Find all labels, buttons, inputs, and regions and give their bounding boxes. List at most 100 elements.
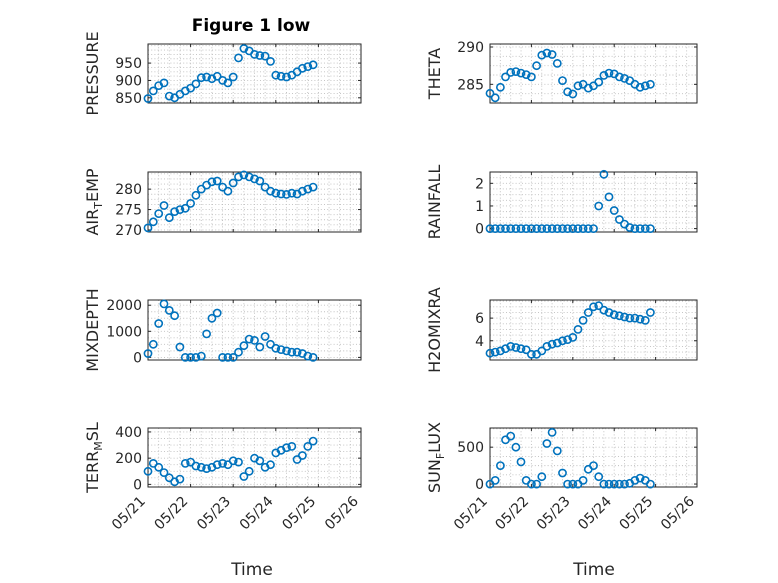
data-point	[260, 332, 270, 341]
y-axis-label: H2OMIXRA	[425, 287, 444, 373]
data-point	[635, 82, 645, 92]
data-point	[207, 177, 217, 187]
data-point	[542, 341, 552, 351]
data-point	[196, 351, 206, 361]
data-point	[625, 313, 635, 323]
data-point	[547, 339, 557, 349]
data-point	[244, 172, 254, 182]
y-tick-label: 285	[457, 77, 484, 93]
y-tick-label: 280	[115, 182, 142, 198]
data-point	[260, 182, 270, 192]
data-point	[170, 311, 179, 321]
y-tick-label: 0	[133, 477, 142, 493]
data-point	[255, 51, 265, 60]
data-point	[589, 461, 598, 470]
data-point	[573, 224, 583, 233]
data-point	[615, 311, 624, 321]
data-point	[635, 224, 645, 233]
data-point	[537, 472, 547, 482]
data-point	[604, 308, 614, 317]
x-axis-title-right: Time	[572, 560, 615, 580]
figure-title: Figure 1 low	[192, 16, 311, 36]
data-point	[282, 189, 291, 199]
data-point	[527, 224, 536, 233]
data-point	[495, 461, 505, 470]
data-point	[287, 441, 297, 451]
y-tick-label: 275	[115, 203, 142, 219]
data-point	[563, 479, 572, 489]
data-point	[202, 464, 211, 473]
data-point	[542, 439, 552, 448]
data-point	[191, 461, 201, 471]
data-point	[186, 83, 195, 93]
data-point	[516, 68, 526, 78]
data-point	[615, 72, 624, 82]
y-axis-label: PRESSURE	[83, 31, 102, 115]
y-tick-label: 290	[457, 40, 484, 56]
data-point	[640, 224, 650, 233]
data-point	[640, 81, 650, 91]
data-point	[620, 479, 629, 489]
panel-theta: 285 290 THETA	[425, 40, 698, 104]
data-point	[495, 82, 505, 92]
data-point	[490, 347, 500, 357]
data-point	[303, 351, 313, 361]
data-point	[223, 78, 233, 88]
data-point	[511, 67, 521, 76]
data-point	[563, 224, 572, 233]
data-point	[527, 72, 536, 82]
data-point	[599, 479, 609, 489]
x-axis-title-left: Time	[230, 560, 273, 580]
panel-rainfall: 0 1 2 RAINFALL	[425, 165, 698, 240]
data-point	[180, 458, 190, 468]
data-point	[511, 442, 521, 452]
data-point	[511, 224, 521, 233]
data-point	[527, 349, 536, 359]
data-point	[578, 224, 588, 233]
data-point	[501, 344, 510, 354]
data-point	[239, 472, 249, 481]
data-point	[552, 224, 562, 233]
data-point	[186, 352, 195, 362]
y-tick-label: 850	[115, 91, 142, 107]
data-point	[266, 460, 275, 470]
data-point	[234, 172, 243, 182]
data-point	[547, 427, 557, 437]
data-point	[542, 224, 552, 233]
data-point	[148, 339, 158, 349]
data-point	[552, 59, 562, 68]
y-tick-label: 900	[115, 73, 142, 89]
data-point	[578, 315, 588, 325]
data-point	[191, 352, 201, 362]
data-point	[501, 224, 510, 233]
data-point	[244, 334, 254, 344]
data-point	[568, 479, 578, 489]
y-tick-label: 270	[115, 223, 142, 239]
data-point	[228, 352, 238, 362]
y-axis-label: RAINFALL	[425, 165, 444, 240]
data-point	[568, 224, 578, 233]
data-point	[532, 479, 541, 489]
data-point	[266, 186, 275, 196]
data-point	[271, 70, 281, 80]
y-tick-label: 1	[475, 199, 484, 215]
data-point	[276, 189, 286, 199]
data-point	[646, 79, 655, 89]
data-point	[212, 176, 222, 186]
data-point	[271, 188, 281, 198]
data-point	[276, 71, 286, 81]
y-tick-label: 200	[115, 451, 142, 467]
y-tick-label: 950	[115, 56, 142, 72]
data-point	[609, 479, 619, 489]
data-point	[228, 178, 238, 188]
data-point	[604, 192, 614, 202]
data-point	[234, 347, 243, 357]
data-point	[143, 466, 153, 476]
data-point	[485, 348, 495, 358]
data-point	[589, 302, 598, 312]
data-point	[175, 205, 185, 214]
data-point	[255, 342, 265, 352]
data-point	[630, 313, 640, 323]
data-point	[186, 198, 195, 208]
